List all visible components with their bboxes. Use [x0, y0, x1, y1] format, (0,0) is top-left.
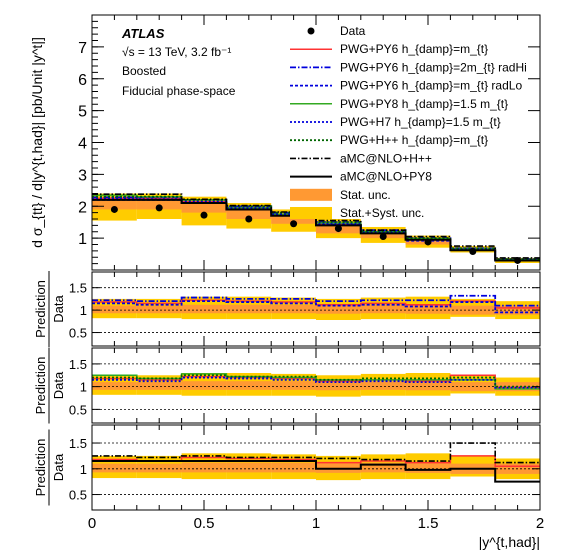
ratio3-stat-band-3: [226, 462, 272, 473]
xtick-label-3: 1.5: [418, 515, 439, 532]
data-point-2: [200, 211, 208, 219]
x-axis-label: |y^{t,had}|: [479, 534, 540, 550]
top-stat-band-0: [92, 199, 137, 210]
xtick-label-1: 0.5: [194, 515, 215, 532]
ratio3-stat-band-6: [360, 462, 406, 473]
ratio1-stat-band-5: [316, 304, 361, 314]
legend-label-1: PWG+PY6 h_{damp}=m_{t}: [340, 42, 488, 56]
legend-box-10: [290, 207, 332, 219]
ratio3-ylabel-num: Prediction: [33, 439, 48, 497]
ratio2-stat-band-2: [181, 381, 227, 390]
ratio2-stat-band-4: [271, 381, 316, 390]
data-point-4: [290, 220, 298, 228]
xtick-label-4: 2: [536, 515, 544, 532]
data-point-8: [469, 248, 477, 256]
top-ytick-label-6: 7: [78, 40, 87, 57]
ratio3-ytick-label-0: 0.5: [69, 488, 87, 503]
ratio3-stat-band-5: [316, 462, 361, 473]
phase-space-annotation: Fiducial phase-space: [122, 84, 236, 98]
ratio1-line-1: [92, 294, 540, 307]
ratio1-ylabel-num: Prediction: [33, 280, 48, 338]
ratio3-ylabel-den: Data: [51, 453, 66, 481]
legend-label-6: PWG+H++ h_{damp}=m_{t}: [340, 133, 488, 147]
top-ytick-label-5: 6: [78, 72, 87, 89]
ratio1-stat-band-1: [136, 305, 182, 314]
ratio3-ytick-label-2: 1.5: [69, 436, 87, 451]
legend-label-8: aMC@NLO+PY8: [340, 170, 432, 184]
ratio1-stat-band-2: [181, 304, 227, 314]
boosted-annotation: Boosted: [122, 64, 166, 78]
ratio2-stat-band-5: [316, 381, 361, 391]
top-ytick-label-0: 1: [78, 231, 87, 248]
ratio2-line-3: [92, 374, 540, 388]
xtick-label-2: 1: [312, 515, 320, 532]
ratio1-ylabel: Prediction Data: [33, 271, 66, 347]
ratio2-stat-band-0: [92, 382, 137, 390]
legend-box-9: [290, 188, 332, 201]
top-ytick-label-2: 3: [78, 167, 87, 184]
ratio3-stat-band-0: [92, 463, 137, 473]
legend-label-0: Data: [340, 24, 366, 38]
top-stat-band-3: [226, 207, 272, 219]
ratio2-line-1: [92, 373, 540, 390]
ratio1-ytick-label-1: 1: [80, 303, 87, 318]
ratio3-stat-band-7: [405, 462, 451, 473]
legend-label-10: Stat.+Syst. unc.: [340, 206, 424, 220]
atlas-label: ATLAS: [121, 26, 165, 41]
ratio2-line-2: [92, 376, 540, 389]
ratio1-stat-band-7: [405, 304, 451, 314]
ratio3-stat-band-4: [271, 462, 316, 473]
ratio2-stat-band-1: [136, 382, 182, 390]
ratio1-ylabel-den: Data: [51, 295, 66, 323]
ratio2-ytick-label-1: 1: [80, 380, 87, 395]
data-point-6: [379, 233, 387, 241]
ratio2-stat-band-6: [360, 381, 406, 390]
ratio1-stat-band-0: [92, 305, 137, 314]
top-prediction-7: [92, 198, 540, 262]
ratio3-stat-band-2: [181, 462, 227, 473]
ratio2-ylabel: Prediction Data: [33, 347, 66, 424]
ratio2-ytick-label-2: 1.5: [69, 357, 87, 372]
legend-label-3: PWG+PY6 h_{damp}=m_{t} radLo: [340, 79, 522, 93]
data-point-3: [245, 215, 253, 223]
legend-marker-0: [307, 27, 315, 35]
ratio2-ytick-label-0: 0.5: [69, 402, 87, 417]
data-point-0: [110, 205, 118, 213]
top-stat-band-2: [181, 203, 227, 213]
ratio2-stat-band-7: [405, 381, 451, 391]
ratio3-ytick-label-1: 1: [80, 462, 87, 477]
ratio1-line-2: [92, 300, 540, 314]
ratio3-line-1: [92, 442, 540, 464]
ratio3-stat-band-1: [136, 463, 182, 473]
legend-label-7: aMC@NLO+H++: [340, 151, 432, 165]
ratio1-stat-band-4: [271, 304, 316, 314]
xtick-label-0: 0: [88, 515, 96, 532]
top-y-axis-label: d σ_{tt} / d|y^{t,had}| [pb/Unit |y^t|]: [29, 37, 45, 248]
top-ytick-label-4: 5: [78, 104, 87, 121]
legend-label-4: PWG+PY8 h_{damp}=1.5 m_{t}: [340, 97, 508, 111]
legend-label-9: Stat. unc.: [340, 188, 391, 202]
energy-lumi-annotation: √s = 13 TeV, 3.2 fb⁻¹: [122, 45, 231, 59]
data-point-7: [424, 238, 432, 246]
top-ytick-label-1: 2: [78, 199, 87, 216]
legend-label-5: PWG+H7 h_{damp}=1.5 m_{t}: [340, 115, 501, 129]
ratio1-ytick-label-0: 0.5: [69, 326, 87, 341]
legend-label-2: PWG+PY6 h_{damp}=2m_{t} radHi: [340, 60, 527, 74]
ratio3-ylabel: Prediction Data: [33, 429, 66, 506]
ratio1-stat-band-6: [360, 304, 406, 314]
data-point-5: [334, 225, 342, 233]
ratio1-stat-band-3: [226, 304, 272, 314]
data-point-1: [155, 204, 163, 212]
ratio2-ylabel-den: Data: [51, 371, 66, 399]
ratio1-ytick-label-2: 1.5: [69, 281, 87, 296]
ratio2-ylabel-num: Prediction: [33, 357, 48, 415]
data-point-9: [514, 256, 522, 264]
ratio2-stat-band-3: [226, 381, 272, 390]
ratio3-line-2: [92, 460, 540, 483]
top-ytick-label-3: 4: [78, 136, 87, 153]
